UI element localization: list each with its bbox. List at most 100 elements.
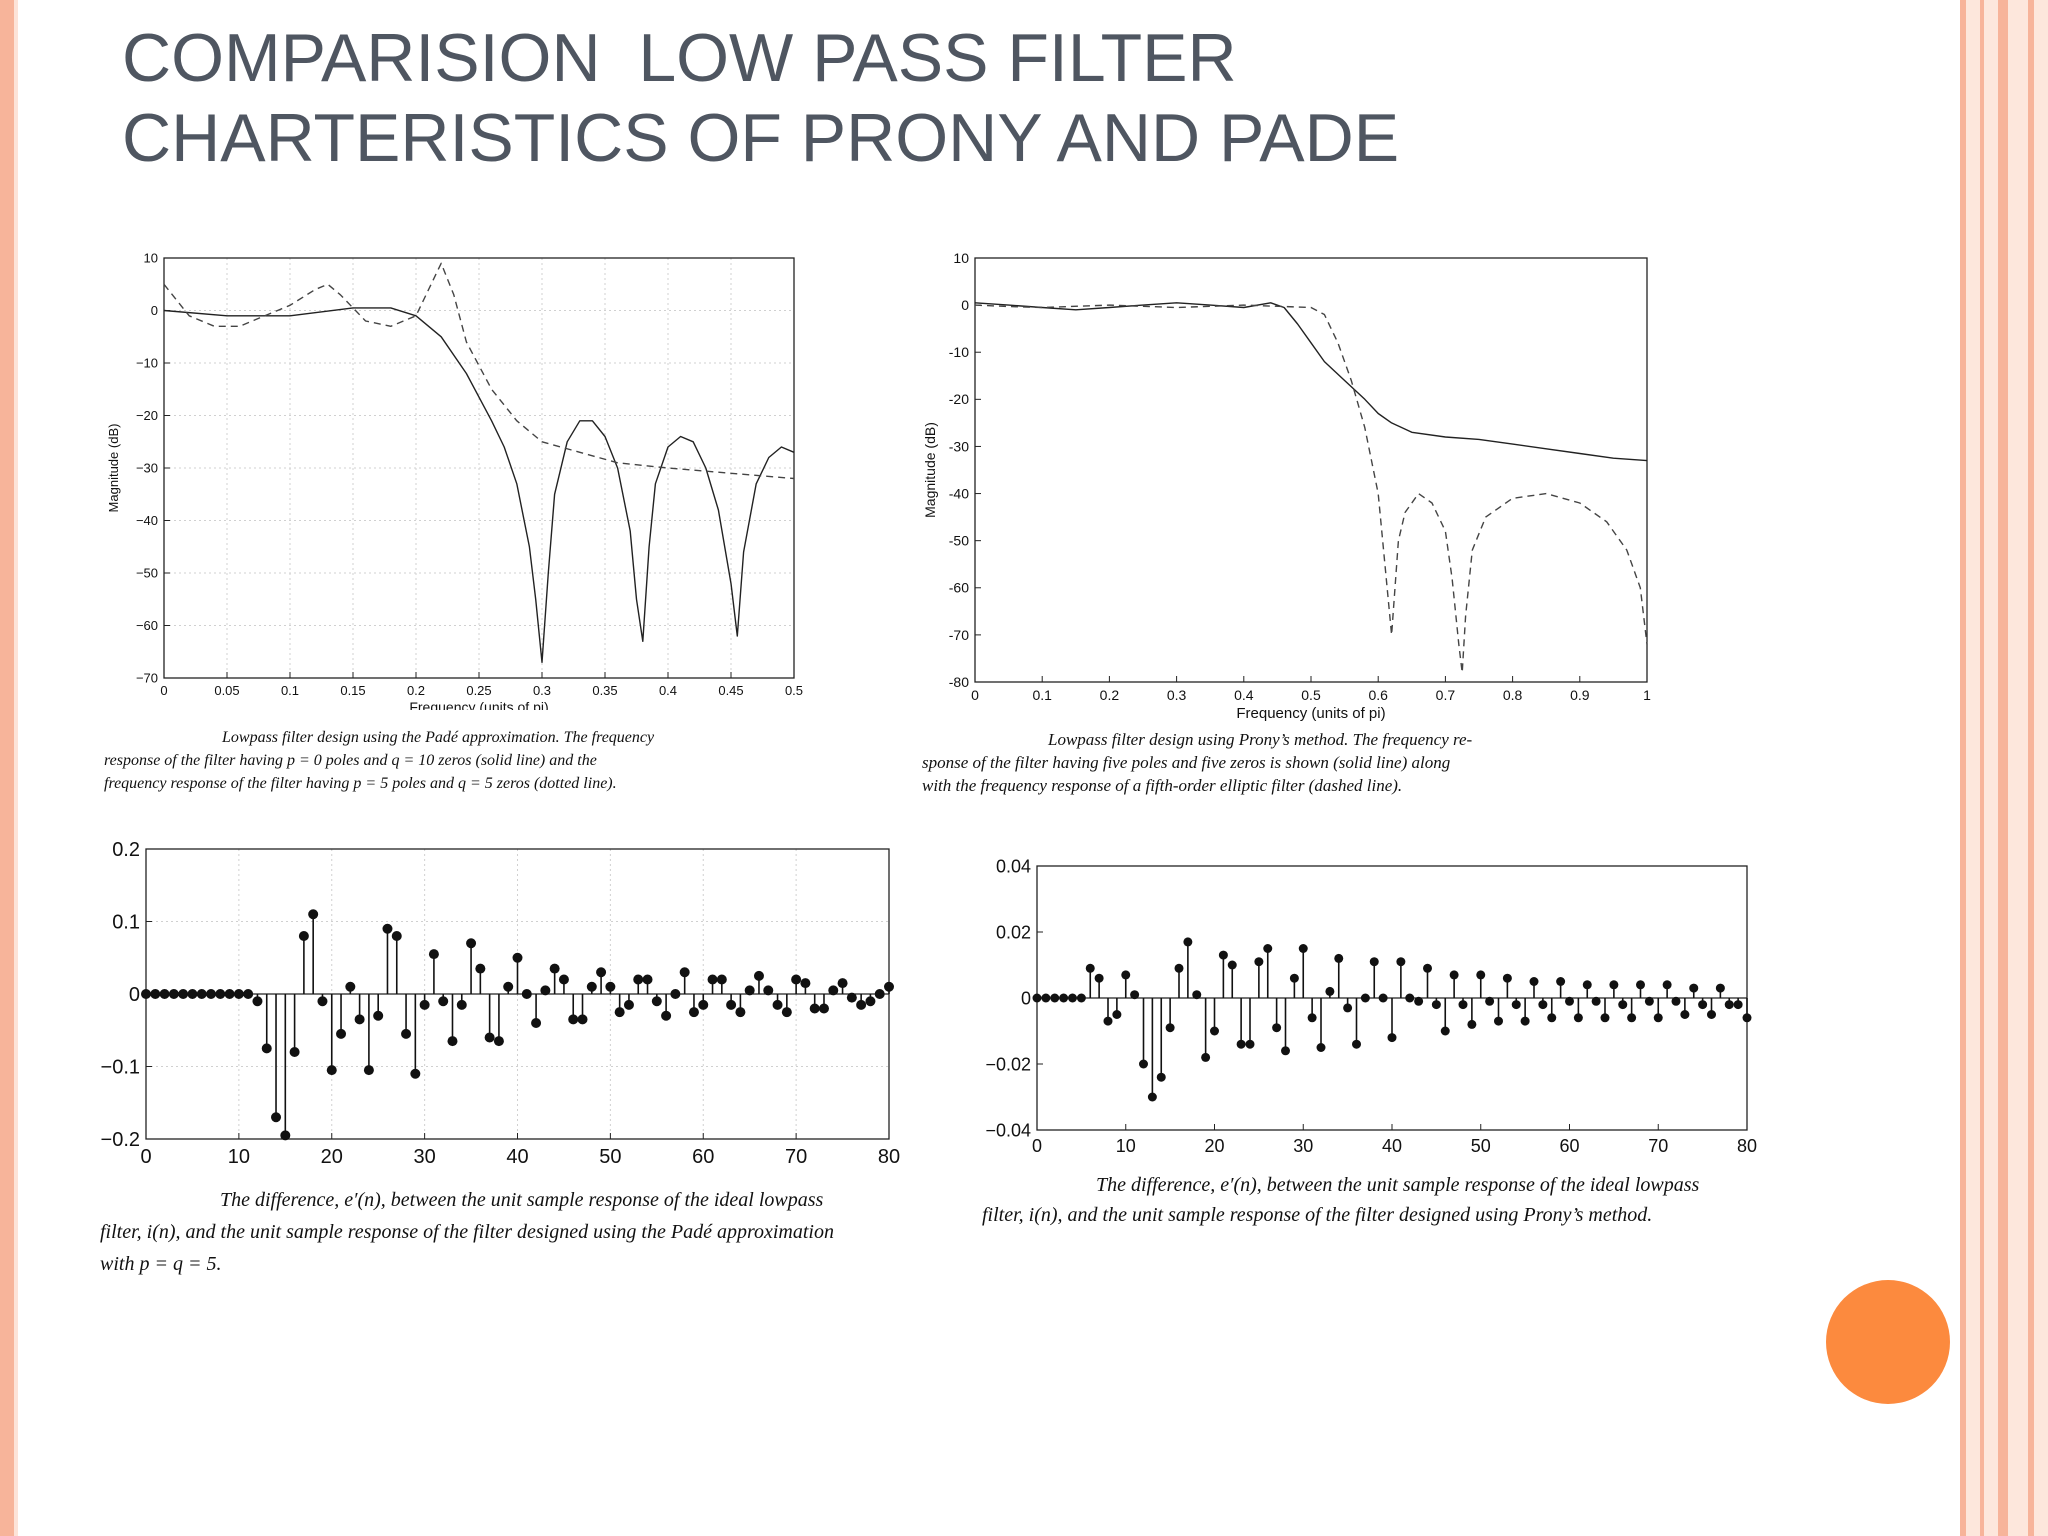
x-tick-label: 70	[785, 1146, 807, 1168]
stem-marker	[1671, 996, 1681, 1006]
stem-marker	[837, 978, 848, 989]
stem-marker	[1458, 1000, 1468, 1010]
stem-marker	[1680, 1010, 1690, 1019]
x-tick-label: 0.7	[1436, 687, 1456, 703]
x-tick-label: 0.35	[592, 683, 617, 698]
caption-line: sponse of the filter having five poles a…	[922, 753, 1451, 772]
stem-marker	[1565, 996, 1574, 1006]
pade-error-chart: 0 10 20 30 40 50 60 70 80 0.2 0.1 0 −0.1 −0.2	[101, 839, 901, 1168]
y-tick-label: −60	[136, 618, 158, 633]
pade-frequency-figure: 0 0.05 0.1 0.15 0.2 0.25 0.3 0.35 0.4 0.45 0.5 10 0−…	[100, 240, 820, 710]
stem-marker	[1210, 1026, 1219, 1036]
stem-marker	[428, 949, 439, 960]
stem-marker	[800, 978, 811, 989]
stem-marker	[196, 989, 207, 999]
stem-marker	[1334, 953, 1344, 963]
y-axis-label: Magnitude (dB)	[106, 424, 121, 513]
x-tick-label: 0.3	[533, 683, 551, 698]
stem-marker	[1600, 1013, 1610, 1023]
stem-marker	[1139, 1059, 1148, 1069]
stem-marker	[1449, 970, 1459, 980]
stem-marker	[633, 974, 644, 985]
stem-marker	[856, 999, 867, 1010]
stem-marker	[373, 1010, 384, 1021]
stem-marker	[1556, 977, 1566, 986]
x-tick-label: 60	[1559, 1136, 1579, 1156]
prony-error-chart: 0 10 20 30 40 50 60 70 80 0.04 0.02 0 −0.02 −0.04	[985, 856, 1757, 1156]
x-tick-label: 0	[140, 1146, 151, 1168]
stem-marker	[1076, 993, 1086, 1003]
stem-marker	[679, 967, 690, 978]
stem-marker	[1529, 977, 1539, 986]
stem-marker	[1644, 996, 1654, 1006]
slide-left-border-inner	[14, 0, 18, 1536]
y-tick-label: 10	[953, 250, 969, 266]
y-tick-label: -20	[949, 391, 969, 407]
stem-marker	[1609, 980, 1619, 990]
stem-marker	[1192, 990, 1202, 1000]
stem-marker	[1174, 963, 1184, 973]
stem-marker	[512, 952, 523, 963]
caption-line: The difference, e′(n), between the unit …	[1096, 1174, 1700, 1196]
y-tick-label: 0.04	[996, 856, 1031, 876]
stem-marker	[475, 963, 486, 974]
stem-marker	[884, 981, 894, 992]
stem-marker	[791, 974, 802, 985]
stem-marker	[558, 974, 569, 985]
stem-marker	[1618, 1000, 1628, 1010]
caption-line: with p = q = 5.	[100, 1253, 222, 1275]
stem-marker	[1307, 1013, 1317, 1023]
x-tick-label: 40	[506, 1146, 528, 1168]
stem-marker	[1485, 996, 1495, 1006]
stem-marker	[141, 989, 151, 999]
x-tick-label: 30	[1293, 1136, 1313, 1156]
x-tick-label: 1	[1643, 687, 1651, 703]
stem-marker	[531, 1018, 542, 1028]
stem-marker	[336, 1028, 347, 1039]
stem-marker	[1511, 1000, 1521, 1010]
x-axis-label: Frequency (units of pi)	[1236, 705, 1385, 722]
stem-marker	[354, 1014, 365, 1025]
x-tick-label: 10	[1116, 1136, 1136, 1156]
stem-marker	[1742, 1013, 1752, 1023]
stem-marker	[1369, 957, 1379, 967]
stem-marker	[1085, 963, 1095, 973]
stem-marker	[484, 1032, 495, 1043]
stem-marker	[642, 974, 653, 985]
stem-marker	[1689, 983, 1699, 993]
stem-marker	[345, 981, 356, 992]
y-tick-label: 0	[151, 303, 158, 318]
stem-marker	[280, 1130, 291, 1141]
stem-marker	[391, 931, 402, 941]
y-tick-label: −40	[136, 513, 158, 528]
x-tick-label: 20	[321, 1146, 343, 1168]
stem-marker	[1201, 1052, 1211, 1062]
stem-marker	[1272, 1023, 1282, 1033]
stem-marker	[1707, 1010, 1716, 1019]
stem-marker	[670, 989, 681, 999]
y-tick-label: -80	[949, 674, 969, 690]
x-tick-label: 0.15	[340, 683, 365, 698]
stem-marker	[707, 974, 718, 985]
stem-marker	[1653, 1013, 1663, 1023]
stem-marker	[233, 989, 244, 999]
x-tick-label: 0.05	[214, 683, 239, 698]
y-tick-label: −0.04	[985, 1120, 1031, 1140]
stem-marker	[1236, 1039, 1246, 1049]
x-tick-label: 0.25	[466, 683, 491, 698]
stem-marker	[1112, 1010, 1122, 1019]
stem-marker	[744, 985, 755, 996]
caption-line: Lowpass filter design using the Padé app…	[222, 729, 655, 746]
stem-marker	[772, 999, 783, 1010]
stem-marker	[735, 1007, 746, 1018]
stem-marker	[1068, 993, 1077, 1003]
x-tick-label: 0.45	[718, 683, 743, 698]
stem-marker	[568, 1014, 579, 1025]
stem-marker	[1698, 1000, 1708, 1010]
slide-left-border	[0, 0, 14, 1536]
x-tick-label: 0.3	[1167, 687, 1187, 703]
x-tick-label: 0	[1032, 1136, 1042, 1156]
stem-marker	[1502, 973, 1512, 983]
prony-frequency-caption: Lowpass filter design using Prony’s meth…	[922, 728, 1662, 797]
slide-title-line1: COMPARISION LOW PASS FILTER	[122, 20, 1237, 96]
